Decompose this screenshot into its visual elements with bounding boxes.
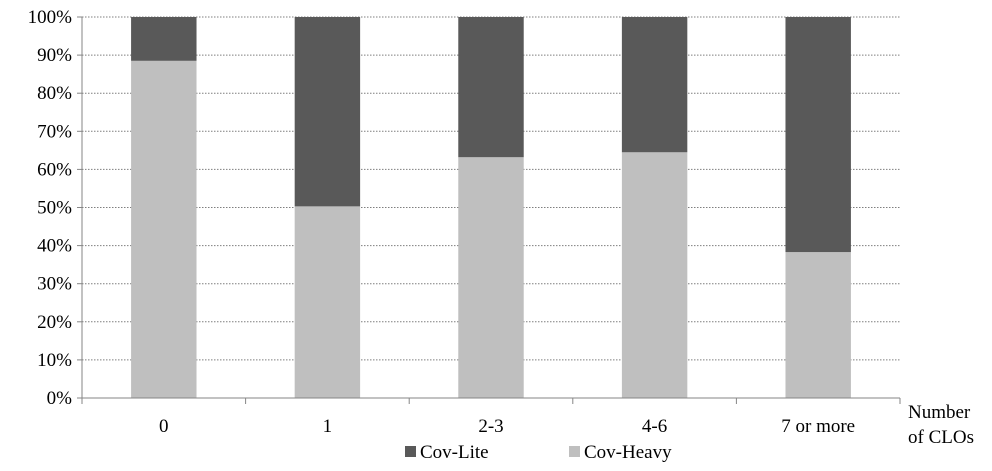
legend: Cov-Lite Cov-Heavy [405, 442, 672, 463]
bar-cov-heavy [458, 157, 524, 398]
bar-cov-heavy [785, 252, 851, 398]
bar-cov-lite [294, 17, 361, 207]
x-axis-title-line: Number [908, 402, 971, 423]
legend-label: Cov-Heavy [584, 442, 672, 463]
x-axis-title-line: of CLOs [908, 427, 974, 448]
x-tick-label: 4-6 [642, 416, 667, 437]
y-tick-labels: 0% 10% 20% 30% 40% 50% 60% 70% 80% 90% 100% [28, 7, 73, 409]
y-tick-label: 70% [37, 121, 72, 142]
x-tick-label: 7 or more [781, 416, 855, 437]
bar-cov-heavy [621, 152, 688, 398]
x-tick-labels: 0 1 2-3 4-6 7 or more [159, 416, 855, 437]
legend-swatch [405, 446, 416, 457]
x-tick-label: 1 [323, 416, 333, 437]
bar-cov-lite [785, 17, 851, 253]
y-tick-label: 80% [37, 83, 72, 104]
y-tick-label: 50% [37, 198, 72, 219]
axes [77, 16, 901, 404]
x-axis-title: Number of CLOs [908, 402, 974, 448]
bar-cov-lite [131, 17, 197, 61]
bars [131, 17, 851, 398]
y-tick-label: 0% [47, 388, 73, 409]
x-tick-label: 0 [159, 416, 169, 437]
y-tick-label: 20% [37, 312, 72, 333]
bar-cov-heavy [131, 60, 197, 398]
bar-cov-lite [621, 17, 688, 153]
y-tick-label: 100% [28, 7, 73, 28]
y-tick-label: 60% [37, 159, 72, 180]
y-tick-label: 40% [37, 236, 72, 257]
bar-cov-heavy [294, 206, 361, 398]
legend-label: Cov-Lite [420, 442, 489, 463]
y-tick-label: 90% [37, 45, 72, 66]
y-tick-label: 10% [37, 350, 72, 371]
y-tick-label: 30% [37, 274, 72, 295]
bar-cov-lite [458, 17, 524, 158]
x-tick-label: 2-3 [478, 416, 503, 437]
legend-swatch [569, 446, 580, 457]
